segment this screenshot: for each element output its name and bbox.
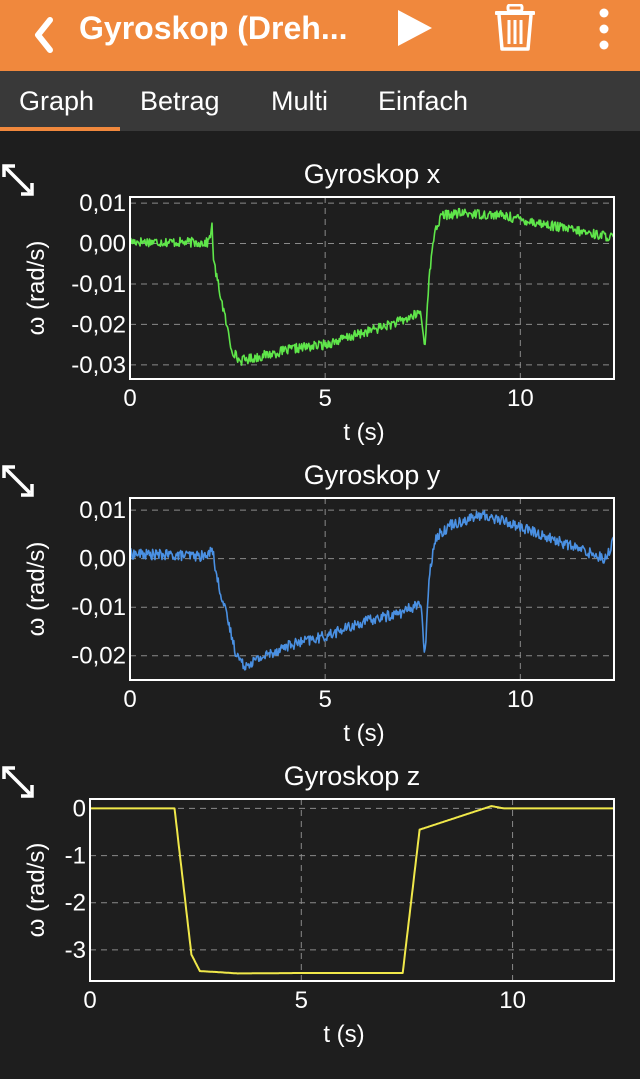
y-tick-label: -0,01	[71, 594, 126, 621]
x-axis-label: t (s)	[343, 720, 384, 747]
series-line	[129, 509, 615, 671]
tab-multi[interactable]: Multi	[271, 86, 329, 116]
plot-frame	[129, 497, 615, 681]
x-tick-label: 10	[499, 987, 526, 1014]
y-tick-label: -0,01	[71, 271, 126, 298]
chart-gyroskop-x[interactable]: Gyroskop x 0 5 10 0,01 0,00 -0,01 -0,02 -0,03 t (…	[0, 150, 640, 450]
y-axis-label: ω (rad/s)	[23, 542, 50, 637]
plot-frame	[129, 196, 615, 380]
graph-gyroskop-x: Gyroskop x 0 5 10 0,01 0,00 -0,01 -0,02 -0,03 t (…	[0, 150, 640, 450]
chevron-left-icon[interactable]	[30, 12, 60, 58]
y-tick-label: -3	[65, 937, 86, 964]
play-icon[interactable]	[394, 8, 434, 48]
tab-bar: Graph Betrag Multi Einfach	[0, 71, 640, 131]
x-tick-label: 0	[123, 686, 136, 713]
x-tick-label: 5	[318, 686, 331, 713]
tab-graph[interactable]: Graph	[19, 86, 95, 116]
trash-icon[interactable]	[493, 4, 537, 52]
y-tick-label: 0,00	[79, 546, 126, 573]
plot-frame	[89, 798, 615, 982]
x-tick-label: 5	[318, 385, 331, 412]
y-tick-label: -2	[65, 890, 86, 917]
more-vertical-icon[interactable]	[596, 8, 612, 50]
tab-betrag[interactable]: Betrag	[140, 86, 220, 116]
y-tick-label: -0,02	[71, 643, 126, 670]
x-tick-label: 5	[295, 987, 308, 1014]
chart-title: Gyroskop x	[304, 159, 441, 189]
x-tick-label: 10	[507, 686, 534, 713]
y-tick-label: 0,01	[79, 497, 126, 524]
y-axis-label: ω (rad/s)	[23, 843, 50, 938]
chart-title: Gyroskop z	[284, 761, 421, 791]
x-tick-label: 0	[83, 987, 96, 1014]
app-bar: Gyroskop (Dreh...	[0, 0, 640, 71]
x-tick-label: 0	[123, 385, 136, 412]
graph-gyroskop-z: Gyroskop z 0 5 10 0 -1 -2 -3 t (s) ω (rad/s)	[0, 752, 640, 1052]
page-title: Gyroskop (Dreh...	[79, 10, 348, 46]
chart-gyroskop-z[interactable]: Gyroskop z 0 5 10 0 -1 -2 -3 t (s) ω (rad/s)	[0, 752, 640, 1052]
chart-title: Gyroskop y	[304, 460, 441, 490]
y-tick-label: -0,03	[71, 352, 126, 379]
expand-icon[interactable]	[0, 463, 36, 499]
series-line	[89, 805, 615, 975]
x-axis-label: t (s)	[343, 419, 384, 446]
expand-icon[interactable]	[0, 162, 36, 198]
active-tab-indicator	[0, 127, 120, 131]
tab-einfach[interactable]: Einfach	[378, 86, 469, 116]
y-tick-label: -1	[65, 843, 86, 870]
y-tick-label: 0,00	[79, 231, 126, 258]
y-tick-label: 0	[73, 795, 86, 822]
graph-gyroskop-y: Gyroskop y 0 5 10 0,01 0,00 -0,01 -0,02 t (s) ω (…	[0, 451, 640, 751]
y-axis-label: ω (rad/s)	[23, 241, 50, 336]
x-tick-label: 10	[507, 385, 534, 412]
x-axis-label: t (s)	[323, 1021, 364, 1048]
chart-gyroskop-y[interactable]: Gyroskop y 0 5 10 0,01 0,00 -0,01 -0,02 t (s) ω (…	[0, 451, 640, 751]
expand-icon[interactable]	[0, 764, 36, 800]
y-tick-label: -0,02	[71, 311, 126, 338]
y-tick-label: 0,01	[79, 190, 126, 217]
series-line	[129, 207, 615, 366]
